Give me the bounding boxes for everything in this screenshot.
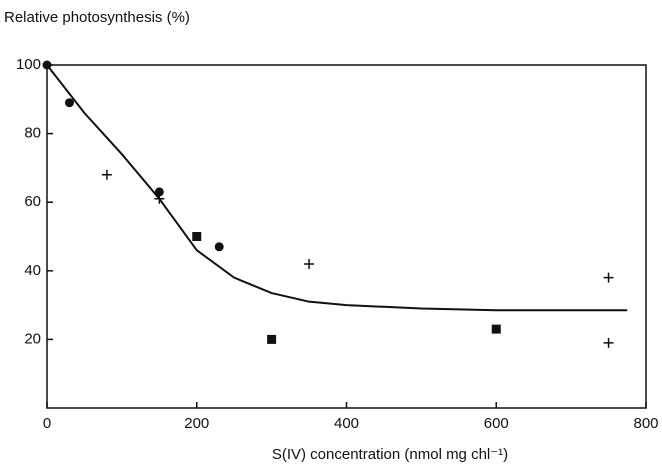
circle-point	[214, 242, 224, 252]
y-tick-label: 80	[24, 125, 41, 142]
circle-point	[64, 98, 74, 108]
y-tick-label: 100	[16, 56, 41, 73]
x-tick-label: 200	[184, 415, 209, 432]
plus-point	[603, 272, 614, 283]
plot-frame	[46, 64, 647, 409]
fit-curve	[46, 64, 628, 312]
y-tick-label: 40	[24, 262, 41, 279]
y-tick-label: 20	[24, 330, 41, 347]
circle-point	[154, 187, 164, 197]
square-point	[267, 334, 277, 344]
plus-point	[304, 258, 315, 269]
y-axis-title: Relative photosynthesis (%)	[4, 9, 190, 26]
x-tick-label: 600	[484, 415, 509, 432]
y-tick-label: 60	[24, 193, 41, 210]
square-point	[491, 324, 501, 334]
x-tick-label: 800	[633, 415, 658, 432]
square-point	[192, 232, 202, 241]
x-tick-label: 0	[43, 415, 51, 432]
plus-point	[603, 337, 614, 348]
x-axis-title: S(IV) concentration (nmol mg chl⁻¹)	[272, 446, 508, 463]
x-tick-label: 400	[334, 415, 359, 432]
plus-point	[101, 169, 112, 180]
